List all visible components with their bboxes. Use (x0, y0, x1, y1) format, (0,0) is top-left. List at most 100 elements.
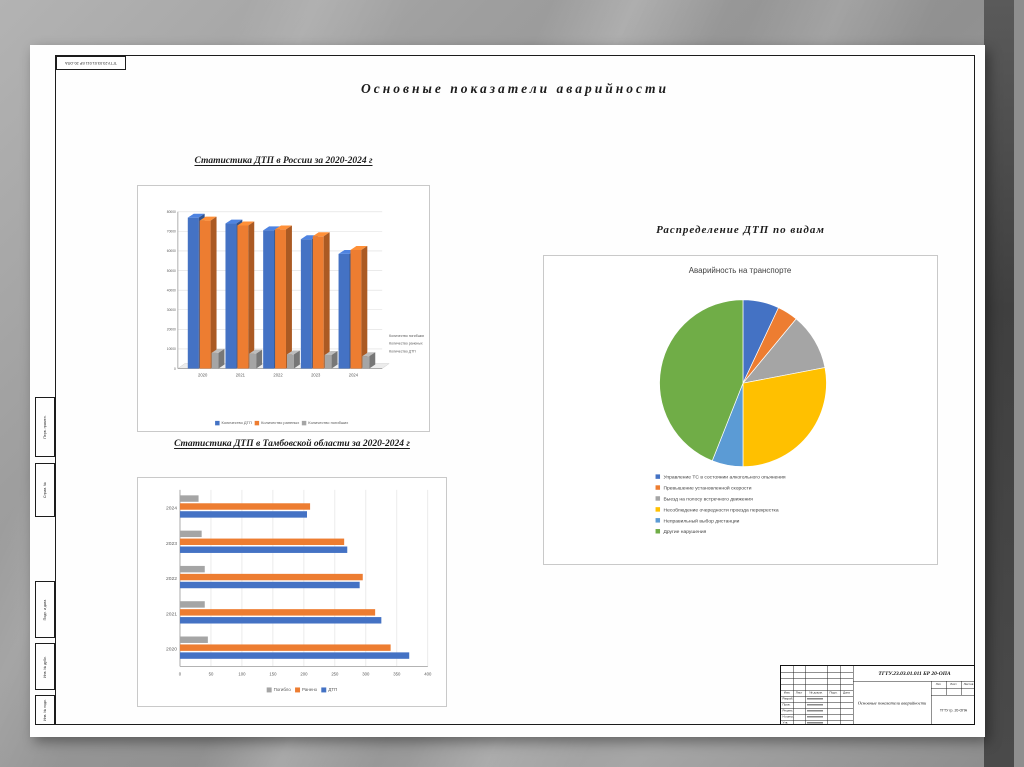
svg-text:10000: 10000 (167, 347, 176, 351)
svg-text:2023: 2023 (166, 541, 177, 547)
title-block-line (781, 690, 853, 691)
svg-text:30000: 30000 (167, 308, 176, 312)
title-block-line (946, 681, 947, 695)
svg-text:Количество раненых: Количество раненых (261, 420, 299, 425)
title-block-line (840, 666, 841, 724)
tb-signature-smudge (807, 722, 823, 724)
chart-pie: Аварийность на транспорте Управление ТС в… (543, 255, 938, 565)
doc-title: Основные показатели аварийности (857, 700, 927, 706)
title-block-line (931, 695, 974, 696)
svg-text:2023: 2023 (311, 372, 321, 377)
svg-text:Управление ТС в состоянии алко: Управление ТС в состоянии алкогольного о… (664, 475, 786, 481)
tb-list: Лист (950, 683, 957, 686)
title-block-line (931, 681, 932, 724)
corner-stamp: ТГТУ.23.03.01.011 БР 20-ОПА (56, 56, 126, 70)
page-title: Основные показатели аварийности (360, 81, 670, 96)
svg-text:Выезд на полосу встречного дви: Выезд на полосу встречного движения (664, 496, 754, 502)
chart-tambov: 0 50 100 150 200 250 300 350 400 2024 2023 2022 2021… (137, 477, 447, 707)
drawing-frame (55, 55, 975, 725)
svg-text:70000: 70000 (167, 230, 176, 234)
title-block: Изм. Лист № докум. Подп. Дата Разраб. Пр… (780, 665, 975, 725)
svg-text:Количество ДТП: Количество ДТП (222, 420, 252, 425)
title-block-line (781, 702, 853, 703)
svg-text:40000: 40000 (167, 288, 176, 292)
tb-signature-smudge (807, 710, 823, 712)
tb-col-data: Дата (843, 691, 850, 695)
svg-text:0: 0 (174, 367, 176, 371)
svg-text:Несоблюдение очередности проез: Несоблюдение очередности проезда перекре… (664, 507, 779, 513)
tb-col-podp: Подп. (829, 691, 838, 695)
svg-text:50000: 50000 (167, 269, 176, 273)
svg-text:2020: 2020 (198, 372, 208, 377)
svg-text:2024: 2024 (349, 372, 359, 377)
svg-text:2022: 2022 (166, 576, 177, 582)
title-block-line (781, 684, 853, 685)
chart-russia: 0 10000 20000 30000 40000 50000 60000 70000 8000… (137, 185, 430, 432)
side-stamp-inv-podl: Инв. № подл. (35, 695, 55, 725)
right-dark-strip (984, 0, 1014, 767)
title-block-line (853, 681, 974, 682)
tb-org: ТГТУ гр. 20-ОПА (939, 708, 968, 713)
side-stamp-perv-primen: Перв. примен. (35, 397, 55, 457)
tb-signature-smudge (807, 716, 823, 718)
svg-text:2021: 2021 (236, 372, 246, 377)
svg-text:20000: 20000 (167, 328, 176, 332)
svg-text:Количество ДТП: Количество ДТП (389, 350, 416, 354)
tb-row-nkontr: Н.контр. (782, 715, 795, 719)
title-block-line (781, 696, 853, 697)
side-stamp-inv-dubl: Инв. № дубл. (35, 643, 55, 690)
tb-row-prov: Пров. (782, 703, 791, 707)
svg-text:50: 50 (209, 671, 214, 676)
title-block-line (793, 666, 794, 724)
tb-col-list: Лист (795, 691, 803, 695)
tb-row-recenz: Реценз. (782, 709, 794, 713)
title-block-line (781, 720, 853, 721)
title-block-line (781, 708, 853, 709)
svg-text:Превышение установленной скоро: Превышение установленной скорости (664, 484, 752, 491)
svg-text:Погибло: Погибло (274, 687, 292, 692)
chart-tambov-title: Статистика ДТП в Тамбовской области за 2… (174, 439, 410, 449)
drawing-sheet: ТГТУ.23.03.01.011 БР 20-ОПА Основные пок… (30, 45, 985, 737)
side-stamp-podp-data: Подп. и дата (35, 581, 55, 638)
svg-text:Количество погибших: Количество погибших (308, 420, 348, 425)
tb-row-razrab: Разраб. (782, 697, 794, 701)
title-block-line (853, 666, 854, 724)
tb-col-izm: Изм. (783, 691, 791, 695)
svg-text:2020: 2020 (166, 647, 177, 653)
right-edge-strip (1014, 0, 1024, 767)
chart-russia-svg: 0 10000 20000 30000 40000 50000 60000 70000 8000… (167, 210, 424, 426)
corner-stamp-text: ТГТУ.23.03.01.011 БР 20-ОПА (65, 60, 117, 66)
svg-text:80000: 80000 (167, 210, 176, 214)
chart-tambov-svg: 0 50 100 150 200 250 300 350 400 2024 2023 2022 2021… (166, 489, 432, 693)
svg-text:300: 300 (362, 671, 370, 676)
chart-pie-svg: Аварийность на транспорте Управление ТС в… (655, 266, 827, 535)
svg-text:150: 150 (269, 671, 277, 676)
svg-text:100: 100 (238, 671, 246, 676)
svg-text:ДТП: ДТП (328, 687, 337, 692)
doc-number: ТГТУ.23.03.01.011 БР 20-ОПА (878, 670, 951, 677)
svg-text:2021: 2021 (166, 611, 177, 617)
svg-text:350: 350 (393, 671, 401, 676)
chart-russia-title: Статистика ДТП в России за 2020-2024 г (194, 156, 373, 166)
tb-signature-smudge (807, 704, 823, 706)
svg-text:60000: 60000 (167, 249, 176, 253)
tb-row-utv: Утв. (782, 721, 789, 725)
title-block-line (781, 678, 853, 679)
svg-text:Аварийность на транспорте: Аварийность на транспорте (689, 266, 792, 275)
svg-text:Другие нарушения: Другие нарушения (664, 529, 707, 535)
svg-text:400: 400 (424, 671, 432, 676)
svg-text:0: 0 (179, 671, 182, 676)
tb-col-dokum: № докум. (809, 691, 823, 695)
tb-listov: Листов (963, 683, 974, 686)
title-block-line (827, 666, 828, 724)
svg-text:Количество погибших: Количество погибших (389, 334, 424, 338)
title-block-line (931, 688, 974, 689)
svg-text:Неправильный выбор дистанции: Неправильный выбор дистанции (664, 517, 740, 524)
title-block-line (781, 714, 853, 715)
svg-text:Количество раненых: Количество раненых (389, 342, 423, 346)
tb-lit: Лит. (935, 683, 942, 686)
chart-pie-title: Распределение ДТП по видам (656, 224, 825, 236)
svg-text:2022: 2022 (273, 372, 283, 377)
svg-text:200: 200 (300, 671, 308, 676)
